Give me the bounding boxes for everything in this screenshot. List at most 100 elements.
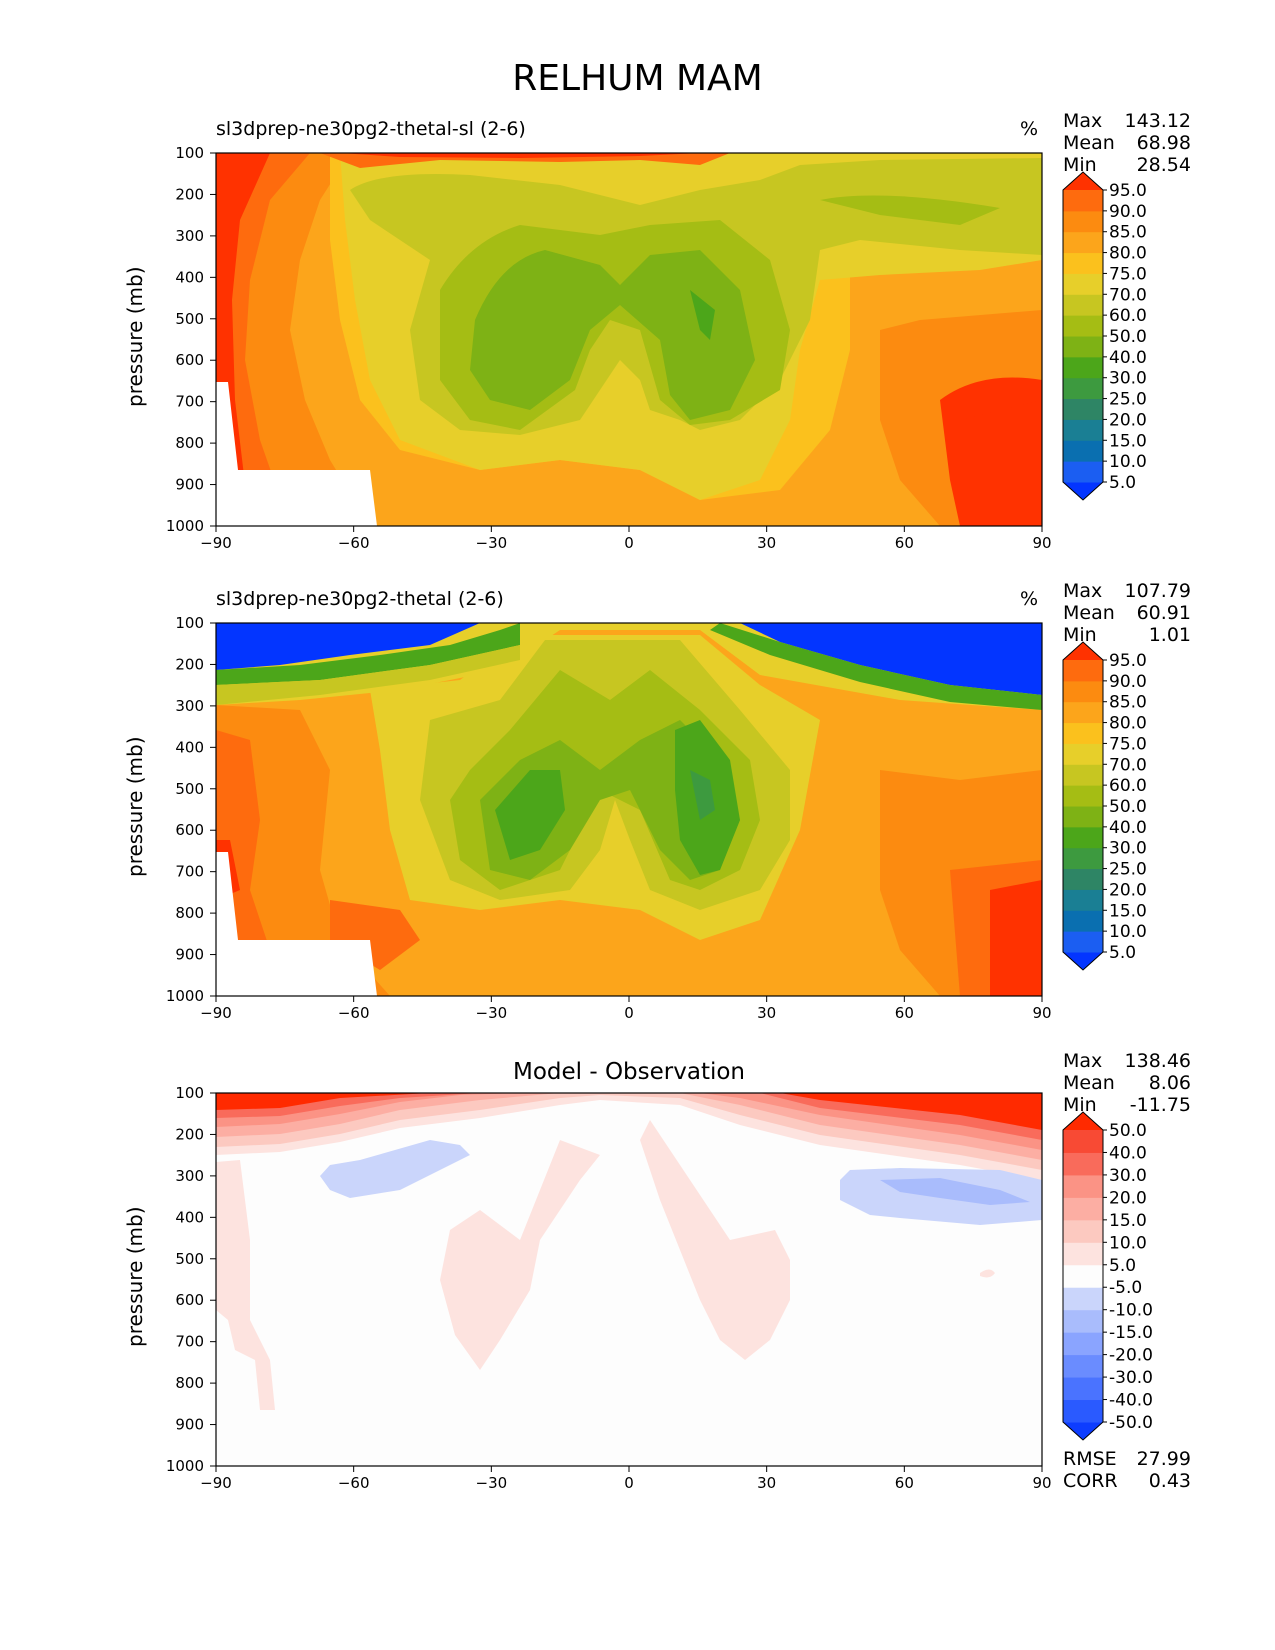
axes: −90 −60 −30 0 30 60 90 100 200 300 400 500 600 700 800… bbox=[166, 614, 1052, 1022]
y-tick-label: 800 bbox=[175, 904, 204, 922]
colorbar-swatch bbox=[1063, 1264, 1103, 1288]
colorbar-tick-label: 10.0 bbox=[1109, 1233, 1147, 1253]
units-label: % bbox=[1020, 118, 1039, 140]
colorbar-swatch bbox=[1063, 1309, 1103, 1333]
x-tick-label: 30 bbox=[757, 1474, 776, 1492]
y-tick-label: 100 bbox=[175, 1084, 204, 1102]
colorbar-labels: -50.0-40.0 -30.0-20.0 -15.0-10.0 -5.05.0 10.… bbox=[1109, 1121, 1153, 1433]
y-tick-label: 500 bbox=[175, 1250, 204, 1268]
y-tick-label: 400 bbox=[175, 268, 204, 286]
y-tick-label: 800 bbox=[175, 1374, 204, 1392]
colorbar-swatch bbox=[1063, 868, 1103, 890]
colorbar-swatch bbox=[1063, 826, 1103, 849]
colorbar-tick-label: 30.0 bbox=[1109, 369, 1147, 389]
colorbar-swatch bbox=[1063, 398, 1103, 420]
y-tick-label: 600 bbox=[175, 351, 204, 369]
y-tick-label: 1000 bbox=[166, 1457, 204, 1475]
contour-fill bbox=[216, 623, 1042, 996]
stat-value: 1.01 bbox=[1148, 624, 1191, 646]
colorbar-tick-label: 25.0 bbox=[1109, 860, 1147, 880]
y-tick-label: 400 bbox=[175, 1208, 204, 1226]
x-tick-label: 90 bbox=[1032, 534, 1051, 552]
colorbar-swatches bbox=[1062, 171, 1107, 501]
stats-block: Max 143.12 Mean 68.98 Min 28.54 bbox=[1063, 110, 1191, 176]
stat-label: Min bbox=[1063, 154, 1097, 176]
stat-value: 8.06 bbox=[1148, 1072, 1191, 1094]
colorbar-tick-label: -50.0 bbox=[1109, 1413, 1153, 1433]
colorbar-swatch bbox=[1063, 231, 1103, 254]
colorbar-tick-label: 20.0 bbox=[1109, 410, 1147, 430]
colorbar-swatch bbox=[1063, 764, 1103, 786]
stat-label: Max bbox=[1063, 110, 1103, 132]
colorbar-tick-label: 50.0 bbox=[1109, 1121, 1147, 1141]
x-tick-label: −60 bbox=[338, 1474, 370, 1492]
colorbar-swatch bbox=[1063, 315, 1103, 337]
colorbar-swatch bbox=[1063, 722, 1103, 744]
panel-title: sl3dprep-ne30pg2-thetal-sl (2-6) bbox=[216, 118, 526, 140]
y-tick-label: 100 bbox=[175, 614, 204, 632]
colorbar-swatch bbox=[1063, 743, 1103, 765]
x-tick-label: −60 bbox=[338, 1004, 370, 1022]
stats-block: Max 138.46 Mean 8.06 Min -11.75 bbox=[1063, 1050, 1191, 1116]
colorbar-tick-label: 95.0 bbox=[1109, 651, 1147, 671]
y-tick-label: 1000 bbox=[166, 987, 204, 1005]
colorbar-tick-label: 70.0 bbox=[1109, 285, 1147, 305]
stat-value: 27.99 bbox=[1136, 1448, 1191, 1470]
colorbar-tick-label: 20.0 bbox=[1109, 1188, 1147, 1208]
colorbar-swatch bbox=[1063, 1377, 1103, 1401]
x-tick-label: 60 bbox=[895, 1474, 914, 1492]
colorbar-extend-high bbox=[1063, 642, 1103, 660]
stat-label: Mean bbox=[1063, 602, 1115, 624]
axes: −90 −60 −30 0 30 60 90 100 200 300 400 500 600 700 800… bbox=[166, 1084, 1052, 1492]
stat-value: 143.12 bbox=[1124, 110, 1191, 132]
colorbar-swatch bbox=[1063, 660, 1103, 682]
colorbar-tick-label: 10.0 bbox=[1109, 922, 1147, 942]
stat-label: CORR bbox=[1063, 1470, 1118, 1492]
stat-label: Max bbox=[1063, 580, 1103, 602]
contour-plot-2: −90 −60 −30 0 30 60 90 100 200 300 400 500 600 700 800… bbox=[166, 614, 1147, 1022]
colorbar-swatch bbox=[1063, 1242, 1103, 1266]
colorbar-tick-label: -5.0 bbox=[1109, 1278, 1142, 1298]
colorbar-swatch bbox=[1063, 889, 1103, 911]
colorbar-extend-low bbox=[1063, 1422, 1103, 1440]
colorbar-tick-label: 40.0 bbox=[1109, 348, 1147, 368]
y-tick-label: 300 bbox=[175, 227, 204, 245]
units-label: % bbox=[1020, 588, 1039, 610]
colorbar-extend-high bbox=[1063, 1112, 1103, 1130]
stat-value: 138.46 bbox=[1124, 1050, 1191, 1072]
colorbar-swatch bbox=[1063, 1197, 1103, 1221]
contour-fill bbox=[216, 1093, 1042, 1466]
colorbar-swatch bbox=[1063, 1152, 1103, 1176]
x-tick-label: −30 bbox=[476, 1004, 508, 1022]
y-tick-label: 400 bbox=[175, 738, 204, 756]
axes: −90 −60 −30 0 30 60 90 100 200 300 400 500 600 700 800… bbox=[166, 144, 1052, 552]
colorbar-swatch bbox=[1063, 847, 1103, 870]
colorbar-tick-label: 15.0 bbox=[1109, 901, 1147, 921]
colorbar-tick-label: 15.0 bbox=[1109, 1211, 1147, 1231]
x-tick-label: 0 bbox=[624, 534, 634, 552]
y-tick-label: 300 bbox=[175, 697, 204, 715]
colorbar-swatch bbox=[1063, 910, 1103, 932]
x-tick-label: −30 bbox=[476, 1474, 508, 1492]
colorbar-tick-label: 40.0 bbox=[1109, 818, 1147, 838]
colorbar-swatch bbox=[1063, 1130, 1103, 1153]
colorbar-tick-label: 40.0 bbox=[1109, 1143, 1147, 1163]
colorbar-swatch bbox=[1063, 701, 1103, 724]
x-tick-label: 0 bbox=[624, 1474, 634, 1492]
colorbar-swatch bbox=[1063, 931, 1103, 953]
stat-value: 28.54 bbox=[1136, 154, 1191, 176]
colorbar-tick-label: 90.0 bbox=[1109, 202, 1147, 222]
x-tick-label: 60 bbox=[895, 1004, 914, 1022]
colorbar-tick-label: -10.0 bbox=[1109, 1301, 1153, 1321]
colorbar-swatch bbox=[1063, 210, 1103, 233]
colorbar-tick-label: 15.0 bbox=[1109, 431, 1147, 451]
x-tick-label: 30 bbox=[757, 534, 776, 552]
colorbar-tick-label: 30.0 bbox=[1109, 1166, 1147, 1186]
colorbar-tick-label: 30.0 bbox=[1109, 839, 1147, 859]
stats-block: Max 107.79 Mean 60.91 Min 1.01 bbox=[1063, 580, 1191, 646]
stat-value: 0.43 bbox=[1148, 1470, 1191, 1492]
stat-label: Min bbox=[1063, 1094, 1097, 1116]
stat-label: Mean bbox=[1063, 132, 1115, 154]
colorbar-swatch bbox=[1063, 294, 1103, 316]
colorbar-tick-label: 5.0 bbox=[1109, 943, 1136, 963]
